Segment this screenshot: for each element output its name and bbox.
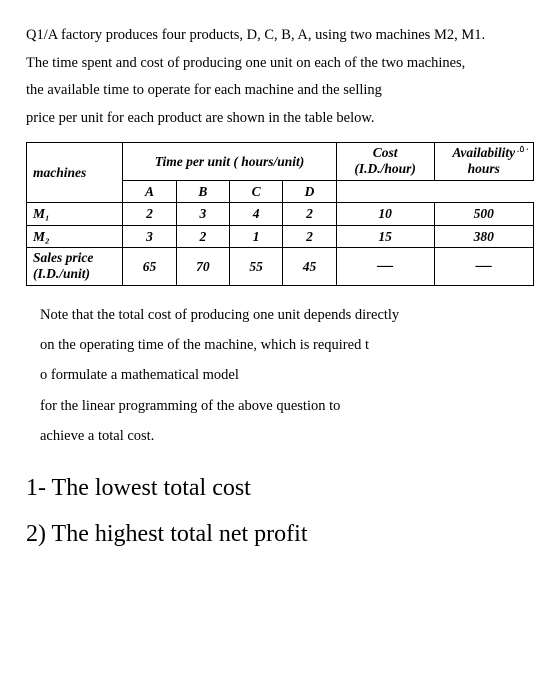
m1-B: 3 (176, 203, 229, 226)
avail-label: Availability (452, 145, 515, 160)
sp-C: 55 (229, 248, 282, 285)
avail-sublabel: hours (468, 161, 500, 176)
sales-label-2: (I.D./unit) (33, 266, 90, 281)
note-paragraph: Note that the total cost of producing on… (26, 300, 534, 452)
question-2: 2) The highest total net profit (26, 516, 534, 552)
m1-A: 2 (123, 203, 176, 226)
note-line-5: achieve a total cost. (40, 421, 534, 451)
table-header-row-1: machines Time per unit ( hours/unit) Cos… (27, 143, 534, 180)
m2-B: 2 (176, 225, 229, 248)
intro-paragraph: Q1/A factory produces four products, D, … (26, 22, 534, 132)
sp-B: 70 (176, 248, 229, 285)
row-label-m2: M₂ (27, 225, 123, 248)
dash-cost: — (377, 257, 393, 274)
m1-D: 2 (283, 203, 336, 226)
col-time-per-unit: Time per unit ( hours/unit) (123, 143, 336, 180)
intro-line-3: the available time to operate for each m… (26, 77, 534, 105)
col-D: D (283, 180, 336, 203)
col-B: B (176, 180, 229, 203)
sp-avail: — (434, 248, 533, 285)
note-line-1: Note that the total cost of producing on… (40, 300, 534, 330)
col-A: A (123, 180, 176, 203)
m2-D: 2 (283, 225, 336, 248)
question-1: 1- The lowest total cost (26, 470, 534, 506)
cost-label: Cost (373, 145, 398, 160)
sp-A: 65 (123, 248, 176, 285)
m2-cost: 15 (336, 225, 434, 248)
m2-avail: 380 (434, 225, 533, 248)
note-line-4: for the linear programming of the above … (40, 391, 534, 421)
note-line-2: on the operating time of the machine, wh… (40, 330, 534, 360)
sp-cost: — (336, 248, 434, 285)
table-row-sales: Sales price (I.D./unit) 65 70 55 45 — — (27, 248, 534, 285)
table-row-m1: M₁ 2 3 4 2 10 500 (27, 203, 534, 226)
col-cost: Cost (I.D./hour) (336, 143, 434, 180)
sales-label-1: Sales price (33, 250, 93, 265)
note-line-3: o formulate a mathematical model (40, 360, 534, 390)
data-table: machines Time per unit ( hours/unit) Cos… (26, 142, 534, 285)
m1-avail: 500 (434, 203, 533, 226)
table-row-m2: M₂ 3 2 1 2 15 380 (27, 225, 534, 248)
cost-sublabel: (I.D./hour) (354, 161, 416, 176)
m2-C: 1 (229, 225, 282, 248)
m1-cost: 10 (336, 203, 434, 226)
col-machines: machines (27, 143, 123, 203)
row-label-sales: Sales price (I.D./unit) (27, 248, 123, 285)
sp-D: 45 (283, 248, 336, 285)
intro-line-2: The time spent and cost of producing one… (26, 50, 534, 78)
decor-mark: .٥٠ (517, 140, 530, 159)
col-C: C (229, 180, 282, 203)
intro-line-1: Q1/A factory produces four products, D, … (26, 22, 534, 50)
intro-line-4: price per unit for each product are show… (26, 105, 534, 133)
m2-A: 3 (123, 225, 176, 248)
dash-avail: — (476, 257, 492, 274)
row-label-m1: M₁ (27, 203, 123, 226)
m1-C: 4 (229, 203, 282, 226)
